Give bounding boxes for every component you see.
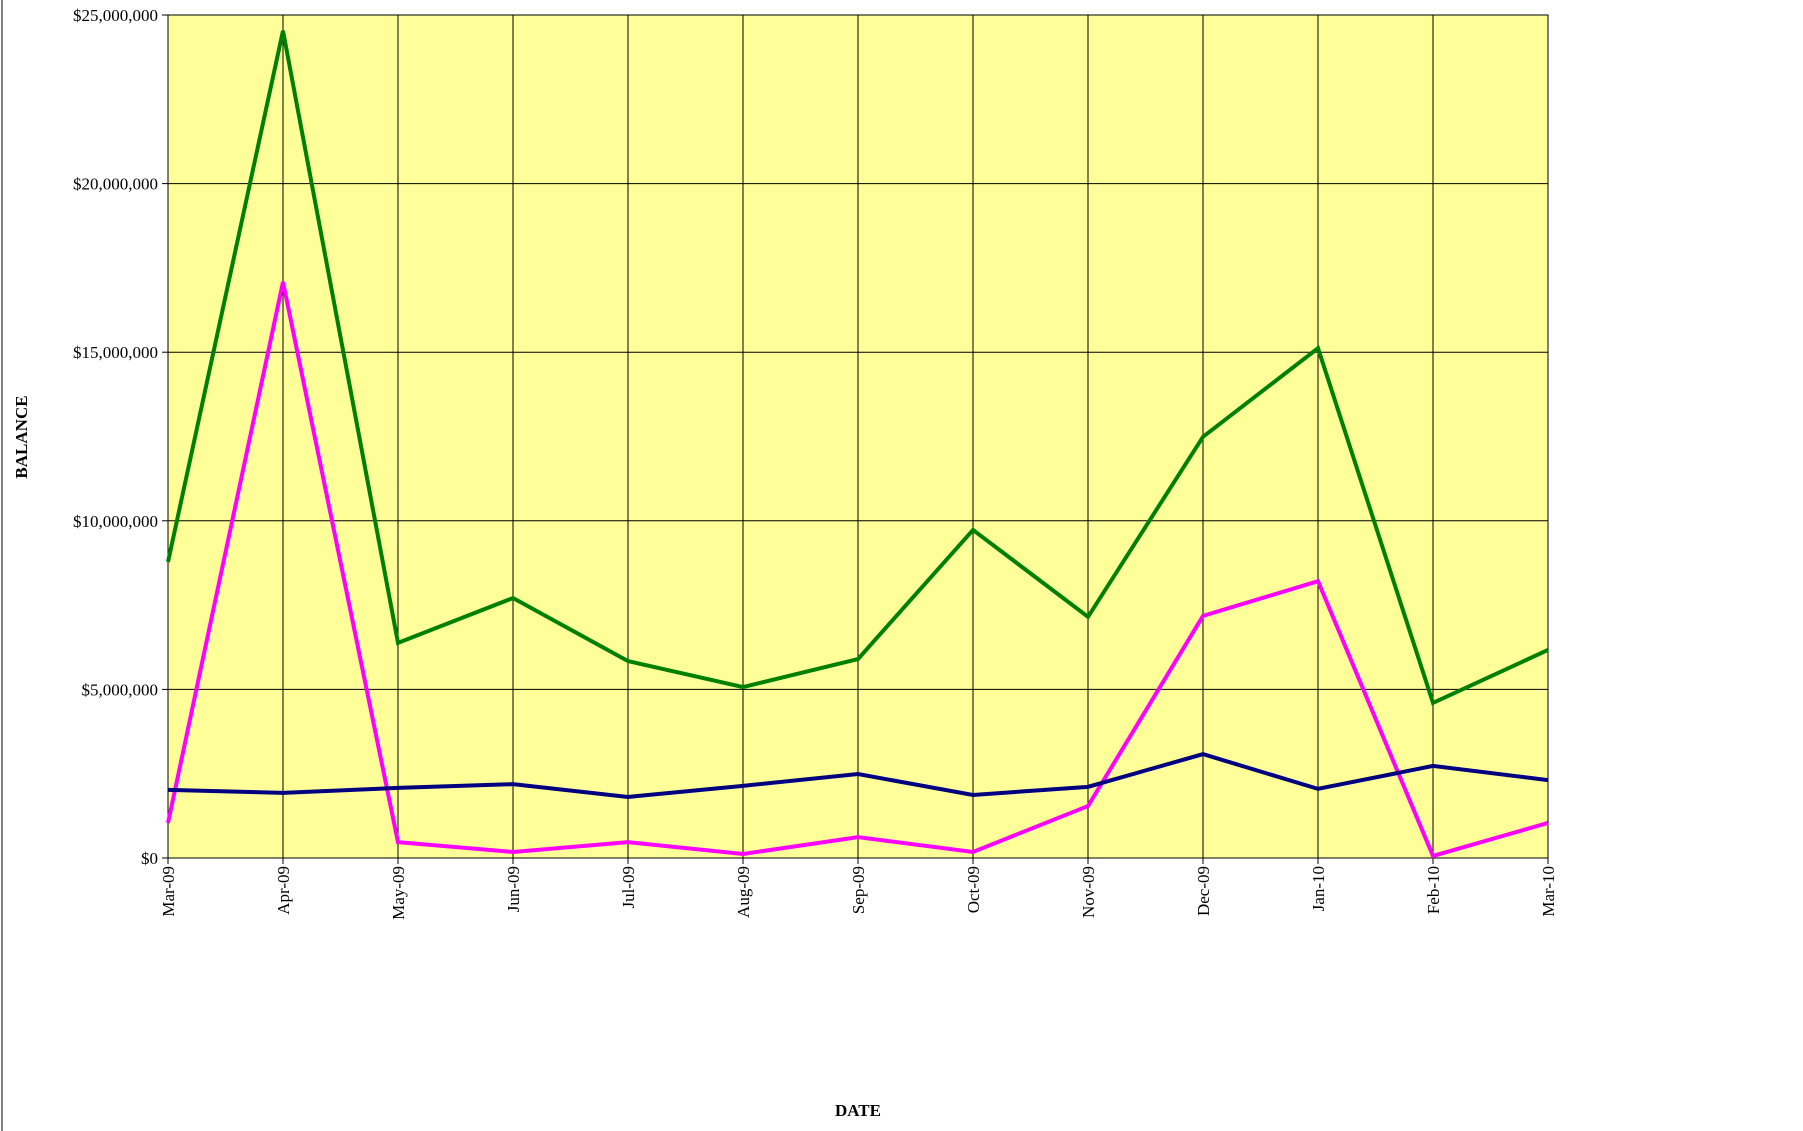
x-tick-label: Apr-09 [274, 866, 293, 915]
x-tick-label: Aug-09 [734, 866, 753, 918]
data-line [166, 30, 1549, 706]
data-line [166, 281, 1549, 859]
x-tick-label: Feb-10 [1424, 866, 1443, 914]
y-tick-label: $10,000,000 [73, 512, 158, 531]
x-tick-label: May-09 [389, 866, 408, 920]
data-line [167, 752, 1549, 799]
y-axis-title: BALANCE [12, 395, 31, 478]
plot-border [167, 14, 1549, 859]
x-tick-label: Dec-09 [1194, 866, 1213, 916]
y-tick-label: $0 [141, 849, 158, 868]
x-tick-label: Oct-09 [964, 866, 983, 913]
x-tick-label: Nov-09 [1079, 866, 1098, 918]
x-tick-label: Jun-09 [504, 866, 523, 912]
y-tick-label: $25,000,000 [73, 6, 158, 25]
x-tick-label: Jan-10 [1309, 866, 1328, 911]
y-tick-label: $20,000,000 [73, 175, 158, 194]
x-tick-label: Mar-10 [1539, 866, 1558, 917]
y-tick-label: $5,000,000 [82, 680, 159, 699]
x-tick-label: Jul-09 [619, 866, 638, 909]
x-tick-label: Mar-09 [159, 866, 178, 917]
x-tick-label: Sep-09 [849, 866, 868, 914]
x-axis-title: DATE [835, 1101, 881, 1120]
y-tick-label: $15,000,000 [73, 343, 158, 362]
